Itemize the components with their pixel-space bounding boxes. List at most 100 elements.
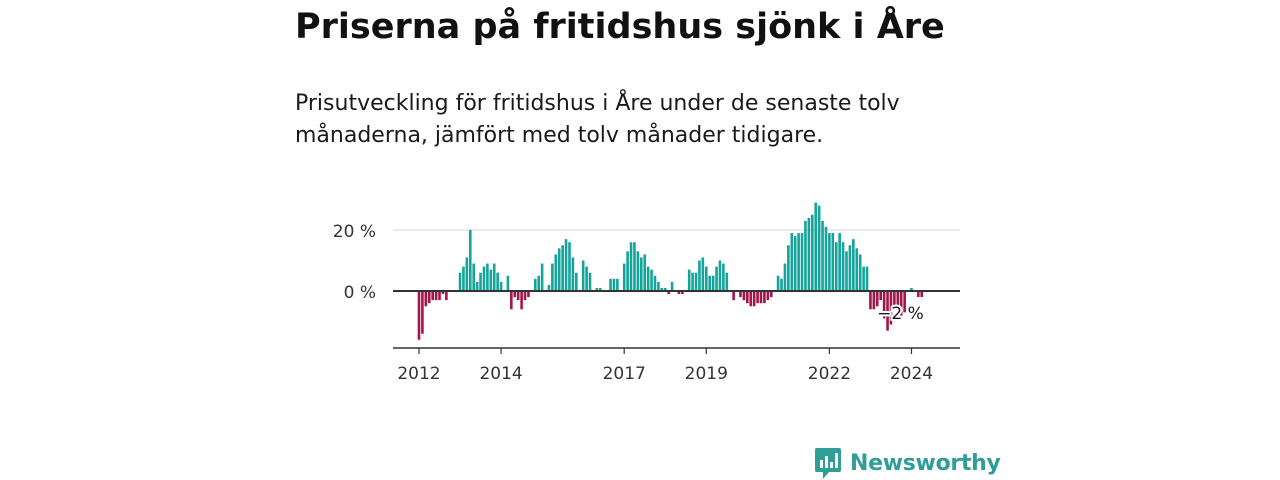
bar: [492, 263, 496, 291]
bar: [564, 239, 568, 291]
bar: [510, 291, 513, 310]
bar: [438, 291, 441, 301]
bar: [787, 245, 790, 291]
bar: [790, 233, 794, 291]
bar: [629, 242, 633, 291]
bar: [681, 291, 684, 295]
bar: [513, 291, 517, 298]
bar: [537, 275, 540, 291]
bar: [896, 291, 900, 316]
bar: [646, 266, 650, 291]
bar: [882, 291, 886, 319]
bar: [588, 272, 592, 291]
bar: [910, 287, 913, 291]
bar: [424, 291, 428, 307]
axes: [393, 290, 960, 354]
bar: [663, 287, 667, 291]
bar: [855, 248, 859, 291]
bar: [872, 291, 876, 310]
x-tick-label: 2017: [603, 364, 646, 384]
bar: [551, 263, 554, 291]
bar: [718, 260, 722, 291]
bar: [769, 291, 773, 298]
bar: [800, 233, 804, 291]
bar: [499, 281, 503, 291]
bar: [752, 291, 756, 307]
bar: [821, 220, 824, 291]
bar: [427, 291, 431, 304]
x-tick-label: 2022: [808, 364, 851, 384]
tick-labels: 0 % 20 % 2012 2014 2017 2019 2022 2024 −2 %: [333, 222, 933, 384]
bar: [660, 287, 664, 291]
bar: [585, 266, 588, 291]
bar: [701, 257, 705, 291]
end-value-label: −2 %: [877, 304, 924, 324]
bar: [783, 263, 787, 291]
bar: [462, 266, 465, 291]
bar: [523, 291, 527, 301]
bar: [687, 269, 691, 291]
bar: [763, 291, 766, 304]
bar: [841, 242, 845, 291]
bar: [475, 281, 479, 291]
bar: [472, 263, 476, 291]
bar: [691, 272, 694, 291]
bar: [848, 245, 852, 291]
y-tick-label: 20 %: [333, 222, 376, 242]
bar: [698, 260, 701, 291]
bar: [824, 226, 828, 291]
bar: [636, 251, 640, 291]
bar: [715, 266, 718, 291]
bar: [568, 242, 571, 291]
bars: [417, 202, 924, 340]
bar: [807, 217, 811, 291]
bar: [657, 281, 660, 291]
bar: [633, 242, 636, 291]
bar: [756, 291, 759, 304]
bar: [722, 263, 725, 291]
bar: [616, 278, 619, 291]
bar: [920, 291, 924, 298]
bar: [527, 291, 530, 298]
bar: [838, 233, 841, 291]
bar: [677, 291, 681, 295]
bar: [561, 245, 564, 291]
bar: [869, 291, 872, 310]
bar: [746, 291, 749, 304]
y-tick-label: 0 %: [344, 283, 376, 303]
bar: [711, 275, 715, 291]
bar: [554, 254, 558, 291]
bar: [879, 291, 882, 301]
bar: [581, 260, 585, 291]
bar: [650, 269, 653, 291]
bar: [643, 254, 647, 291]
bar: [575, 272, 578, 291]
bar: [441, 291, 445, 295]
bar: [793, 236, 797, 291]
bar: [865, 266, 869, 291]
bar: [496, 272, 499, 291]
brand-logo: Newsworthy: [814, 446, 1001, 480]
x-tick-label: 2024: [890, 364, 933, 384]
bar: [903, 291, 906, 313]
bar: [598, 287, 602, 291]
brand-name: Newsworthy: [850, 450, 1001, 476]
bar: [670, 281, 674, 291]
bar: [899, 291, 903, 319]
x-tick-label: 2019: [685, 364, 728, 384]
bar: [557, 248, 561, 291]
bar: [445, 291, 448, 301]
bar: [889, 291, 893, 325]
bar: [893, 291, 896, 310]
bar: [595, 287, 599, 291]
bar: [434, 291, 438, 301]
bar: [831, 233, 835, 291]
bar: [742, 291, 746, 301]
chart-title: Priserna på fritidshus sjönk i Åre: [295, 7, 945, 47]
bar: [804, 220, 807, 291]
bar: [776, 275, 780, 291]
bar: [667, 291, 670, 295]
bar: [421, 291, 424, 334]
x-tick-label: 2014: [479, 364, 522, 384]
